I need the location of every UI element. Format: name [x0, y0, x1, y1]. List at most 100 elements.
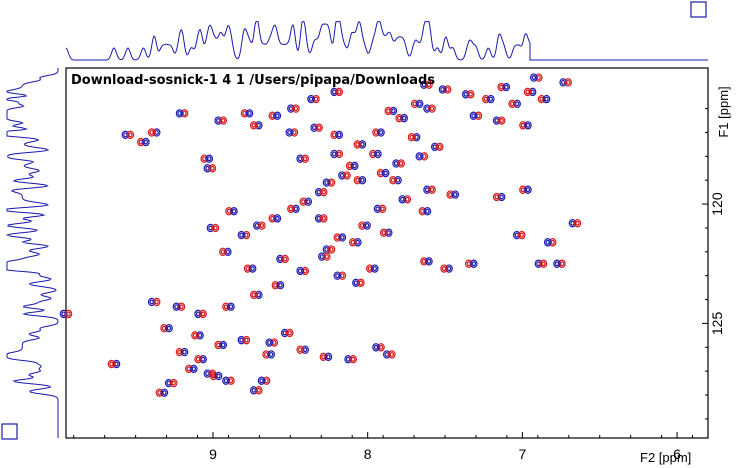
peak[interactable]	[512, 230, 526, 240]
peak[interactable]	[398, 195, 412, 204]
peak[interactable]	[322, 178, 336, 187]
peak[interactable]	[379, 228, 393, 237]
peak[interactable]	[440, 264, 453, 273]
peak[interactable]	[319, 352, 333, 362]
peak[interactable]	[330, 149, 344, 159]
peak[interactable]	[373, 204, 387, 214]
peak[interactable]	[271, 281, 285, 290]
peak[interactable]	[423, 104, 436, 113]
peak[interactable]	[338, 171, 351, 180]
bottom-left-toggle-box[interactable]	[1, 423, 18, 440]
peak[interactable]	[372, 343, 385, 352]
peak[interactable]	[353, 175, 367, 185]
peak[interactable]	[265, 338, 279, 347]
peak[interactable]	[253, 221, 266, 230]
peak[interactable]	[257, 376, 271, 385]
peak[interactable]	[369, 149, 382, 159]
peak[interactable]	[237, 335, 251, 345]
peak[interactable]	[155, 388, 169, 397]
peak[interactable]	[209, 371, 223, 381]
peak[interactable]	[160, 323, 173, 333]
peak[interactable]	[222, 302, 235, 311]
peak[interactable]	[206, 223, 220, 233]
peak[interactable]	[492, 116, 506, 125]
peak[interactable]	[249, 386, 263, 395]
peak[interactable]	[59, 309, 73, 319]
peak[interactable]	[344, 355, 357, 364]
peak[interactable]	[389, 175, 402, 185]
peak[interactable]	[418, 207, 432, 216]
peak[interactable]	[410, 99, 424, 109]
peak[interactable]	[537, 94, 551, 104]
peak[interactable]	[222, 376, 235, 385]
peak[interactable]	[372, 128, 385, 137]
peak[interactable]	[240, 109, 254, 118]
peak[interactable]	[322, 245, 336, 254]
peak[interactable]	[214, 340, 227, 350]
peak[interactable]	[147, 128, 161, 137]
peak[interactable]	[137, 137, 150, 147]
peak[interactable]	[519, 121, 532, 130]
peak[interactable]	[523, 87, 537, 97]
peak[interactable]	[358, 221, 371, 230]
peak[interactable]	[307, 94, 320, 104]
peak[interactable]	[461, 90, 475, 99]
peak[interactable]	[353, 140, 367, 149]
peak[interactable]	[164, 378, 178, 388]
peak[interactable]	[280, 328, 294, 338]
peak[interactable]	[465, 259, 478, 268]
peak[interactable]	[482, 94, 495, 104]
peak[interactable]	[446, 190, 460, 199]
peak[interactable]	[185, 364, 198, 373]
peak[interactable]	[534, 259, 548, 268]
peak[interactable]	[438, 85, 452, 94]
peak[interactable]	[508, 99, 521, 109]
peak[interactable]	[262, 350, 275, 359]
peak[interactable]	[147, 297, 161, 307]
peak[interactable]	[268, 214, 282, 223]
peak[interactable]	[366, 264, 379, 273]
peak[interactable]	[299, 197, 313, 206]
peak[interactable]	[420, 80, 433, 89]
peak[interactable]	[423, 185, 436, 194]
peak[interactable]	[318, 252, 331, 261]
peak[interactable]	[376, 168, 390, 178]
peak[interactable]	[333, 271, 347, 280]
peak[interactable]	[345, 161, 359, 171]
peak[interactable]	[384, 106, 398, 116]
peak[interactable]	[333, 233, 347, 242]
peak[interactable]	[285, 128, 299, 137]
peak[interactable]	[175, 109, 189, 118]
plot-area-frame[interactable]	[65, 67, 709, 439]
peak[interactable]	[330, 87, 344, 97]
peak[interactable]	[203, 164, 217, 173]
peak[interactable]	[348, 238, 362, 247]
peak[interactable]	[287, 104, 300, 113]
peak[interactable]	[352, 278, 365, 288]
peak[interactable]	[469, 111, 483, 120]
peak[interactable]	[430, 142, 444, 151]
peak[interactable]	[249, 121, 263, 130]
peak[interactable]	[553, 259, 566, 268]
peak[interactable]	[415, 152, 429, 161]
peak[interactable]	[296, 154, 309, 163]
peak[interactable]	[191, 331, 204, 340]
peak[interactable]	[529, 73, 543, 82]
peak[interactable]	[225, 207, 238, 216]
peak[interactable]	[568, 218, 582, 228]
peak[interactable]	[543, 238, 557, 247]
peak[interactable]	[407, 133, 421, 142]
peak[interactable]	[395, 113, 408, 123]
peak[interactable]	[194, 355, 207, 364]
peak[interactable]	[172, 302, 186, 311]
peak[interactable]	[121, 130, 135, 140]
peak[interactable]	[243, 264, 257, 273]
peak[interactable]	[492, 192, 506, 202]
peak[interactable]	[559, 78, 572, 87]
peak[interactable]	[249, 290, 263, 299]
peak[interactable]	[276, 254, 289, 264]
peak[interactable]	[296, 345, 309, 354]
peak[interactable]	[383, 350, 396, 359]
peak[interactable]	[392, 159, 405, 168]
peak[interactable]	[175, 347, 189, 357]
